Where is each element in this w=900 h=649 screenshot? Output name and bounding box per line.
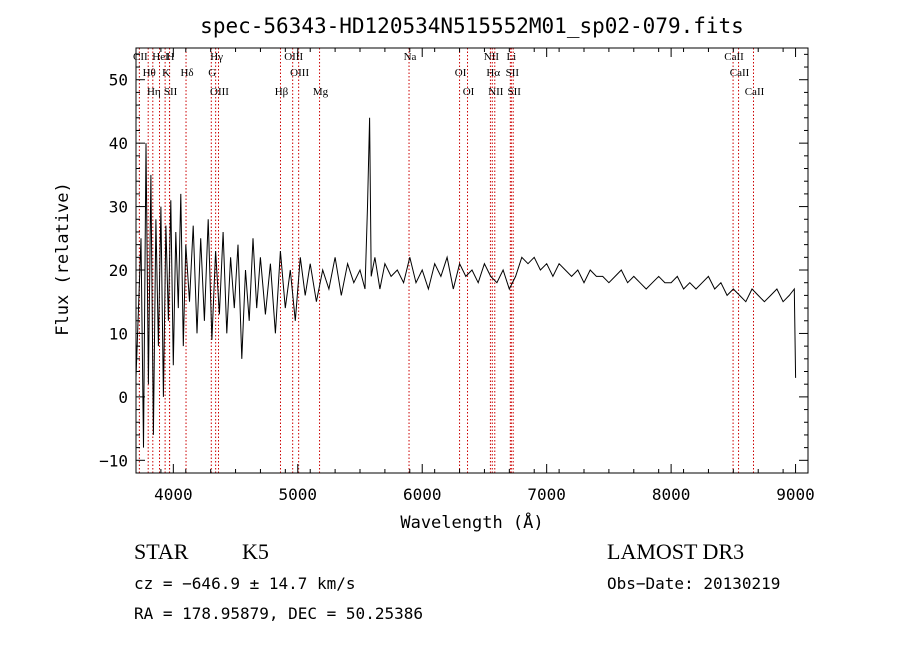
y-axis-label: Flux (relative): [53, 182, 73, 336]
emission-line-label: NII: [488, 86, 504, 98]
emission-line-label: SII: [164, 86, 178, 98]
emission-line-label: CII: [133, 51, 148, 63]
x-tick-label: 7000: [527, 485, 566, 504]
redshift-velocity: cz = −646.9 ± 14.7 km/s: [134, 574, 356, 593]
y-tick-label: −10: [99, 451, 128, 470]
y-tick-label: 30: [109, 198, 128, 217]
emission-line-label: K: [162, 67, 170, 79]
x-tick-label: 4000: [154, 485, 193, 504]
emission-line-label: Mg: [313, 86, 329, 98]
emission-line-label: OIII: [210, 86, 229, 98]
y-tick-label: 40: [109, 134, 128, 153]
object-subclass: K5: [242, 539, 269, 564]
emission-line-label: Hβ: [275, 86, 289, 98]
emission-line-markers: [138, 48, 754, 473]
emission-line-label: Hα: [486, 67, 500, 79]
emission-line-label: Hθ: [143, 67, 156, 79]
x-axis-label: Wavelength (Å): [400, 511, 543, 533]
emission-line-label: H: [166, 51, 174, 63]
emission-line-label: OI: [463, 86, 475, 98]
emission-line-label: OI: [455, 67, 467, 79]
y-axis: −10 0 10 20 30 40 50: [99, 53, 808, 474]
emission-line-label: Li: [506, 51, 516, 63]
x-tick-label: 6000: [403, 485, 442, 504]
emission-line-label: Hγ: [210, 51, 223, 63]
plot-frame: [135, 47, 809, 474]
emission-line-label: CaII: [730, 67, 750, 79]
chart-title: spec-56343-HD120534N515552M01_sp02-079.f…: [200, 14, 744, 38]
x-tick-label: 5000: [279, 485, 318, 504]
emission-line-label: CaII: [724, 51, 744, 63]
emission-line-label: OIII: [290, 67, 309, 79]
emission-line-label: Hη: [147, 86, 161, 98]
x-axis: 4000 5000 6000 7000 8000 9000: [135, 48, 815, 504]
survey-name: LAMOST DR3: [607, 539, 745, 564]
emission-line-label: CaII: [745, 86, 765, 98]
x-tick-label: 9000: [776, 485, 815, 504]
spectrum-series-line: [135, 117, 797, 448]
observation-date: Obs−Date: 20130219: [607, 574, 781, 593]
emission-line-label: HeI: [152, 51, 169, 63]
y-tick-label: 10: [109, 324, 128, 343]
emission-line-label: NII: [484, 51, 500, 63]
y-tick-label: 0: [118, 388, 128, 407]
emission-line-label: G: [208, 67, 216, 79]
emission-line-labels: CIIHθHηHeIKSIIHHδOIIIHγGHβOIIIOIIIMgNaOI…: [133, 51, 765, 98]
x-tick-label: 8000: [652, 485, 691, 504]
emission-line-label: OIII: [284, 51, 303, 63]
emission-line-label: Na: [404, 51, 417, 63]
emission-line-label: Hδ: [180, 67, 193, 79]
emission-line-label: SII: [506, 67, 520, 79]
object-class: STAR: [134, 539, 189, 564]
y-tick-label: 50: [109, 71, 128, 90]
emission-line-label: SII: [507, 86, 521, 98]
y-tick-label: 20: [109, 261, 128, 280]
sky-coordinates: RA = 178.95879, DEC = 50.25386: [134, 604, 423, 623]
